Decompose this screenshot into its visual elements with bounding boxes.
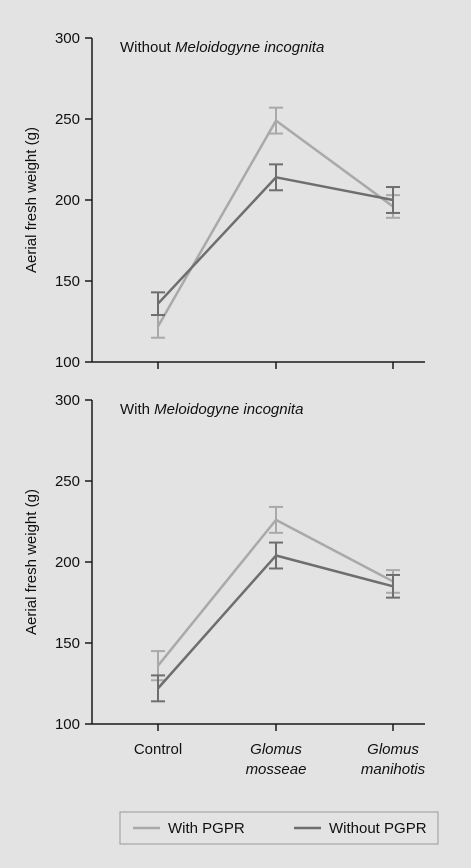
x-tick-label: Glomus manihotis [361,741,426,778]
panel-title-species: Meloidogyne incognita [154,401,303,418]
x-tick-label: Control [134,741,182,758]
x-tick-label-line: Control [134,741,182,758]
legend-label-with-pgpr: With PGPR [168,820,245,837]
y-tick-label: 150 [55,635,80,652]
y-tick-label: 150 [55,273,80,290]
y-tick-label: 300 [55,392,80,409]
x-tick-label-line: Glomus [250,741,302,758]
x-tick-label-line: mosseae [246,761,307,778]
panel-with-meloidogyne: With Meloidogyne incognita Aerial fresh … [23,392,426,778]
series-line-with-pgpr [156,119,394,327]
y-axis-label: Aerial fresh weight (g) [23,489,40,635]
panel-title-prefix: Without [120,39,175,56]
legend-label-without-pgpr: Without PGPR [329,820,427,837]
y-tick-label: 100 [55,354,80,371]
y-tick-label: 200 [55,192,80,209]
panel-title-prefix: With [120,401,154,418]
legend: With PGPR Without PGPR [119,811,439,845]
legend-box [119,811,439,845]
panel-title: Without Meloidogyne incognita [120,39,324,56]
y-axis-label: Aerial fresh weight (g) [23,127,40,273]
y-tick-label: 250 [55,473,80,490]
y-tick-label: 300 [55,30,80,47]
y-tick-label: 200 [55,554,80,571]
x-tick-label-line: manihotis [361,761,426,778]
x-tick-label: Glomus mosseae [246,741,307,778]
panel-title: With Meloidogyne incognita [120,401,303,418]
x-tick-label-line: Glomus [367,741,419,758]
y-tick-label: 250 [55,111,80,128]
series-line-without-pgpr [157,176,394,305]
y-tick-label: 100 [55,716,80,733]
panel-without-meloidogyne: Without Meloidogyne incognita Aerial fre… [23,30,425,371]
panel-title-species: Meloidogyne incognita [175,39,324,56]
